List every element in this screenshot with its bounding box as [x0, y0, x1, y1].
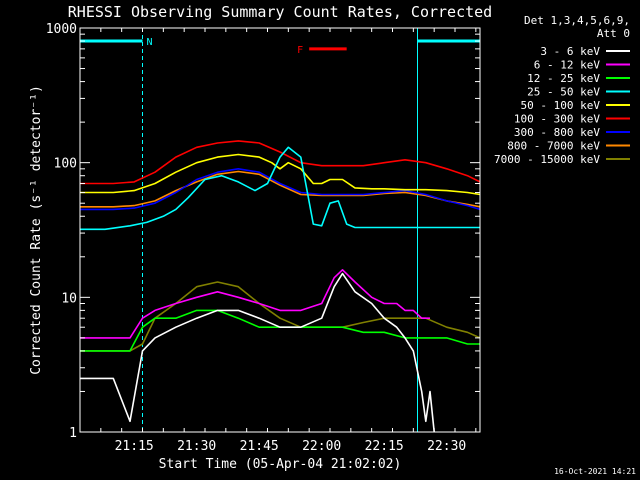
legend-label: 50 - 100 keV [521, 99, 601, 112]
series-line-25-50-kev [80, 146, 480, 231]
legend-label: 800 - 7000 keV [507, 140, 600, 153]
series-line-300-800-kev [80, 168, 481, 211]
x-tick-label: 22:00 [302, 439, 341, 454]
chart-title: RHESSI Observing Summary Count Rates, Co… [68, 3, 492, 21]
series-line-800-7000-kev [80, 170, 481, 208]
series-line-100-300-kev [80, 140, 481, 185]
x-axis-label: Start Time (05-Apr-04 21:02:02) [159, 457, 402, 472]
legend-label: 3 - 6 keV [540, 45, 600, 58]
x-tick-label: 21:30 [177, 439, 216, 454]
x-tick-label: 22:15 [365, 439, 404, 454]
y-axis: 1 10 100 1000 [46, 22, 480, 441]
x-tick-label: 21:45 [240, 439, 279, 454]
y-tick-label: 1000 [46, 22, 77, 37]
series-line-7000-15000-kev [80, 281, 481, 352]
legend-header-line-2: Att 0 [597, 27, 630, 40]
y-axis-label: Corrected Count Rate (s⁻¹ detector⁻¹) [29, 85, 44, 375]
y-tick-label: 10 [61, 291, 77, 306]
legend-header-line-1: Det 1,3,4,5,6,9, [524, 14, 630, 27]
flag-label-n: N [147, 37, 153, 48]
series-line-3-6-kev [80, 272, 435, 433]
series-line-50-100-kev [80, 153, 481, 196]
series-layer [80, 140, 481, 433]
x-axis: 21:15 21:30 21:45 22:00 22:15 22:30 [79, 28, 477, 454]
timestamp: 16-Oct-2021 14:21 [554, 467, 636, 476]
flag-label-f: F [297, 45, 303, 56]
legend-label: 12 - 25 keV [527, 72, 600, 85]
y-tick-label: 1 [69, 426, 77, 441]
x-tick-label: 22:30 [427, 439, 466, 454]
x-tick-label: 21:15 [115, 439, 154, 454]
plot-frame [79, 27, 481, 433]
legend-label: 300 - 800 keV [514, 126, 600, 139]
legend-label: 6 - 12 keV [534, 59, 601, 72]
y-tick-label: 100 [54, 157, 77, 172]
series-line-6-12-kev [80, 268, 430, 339]
legend-label: 25 - 50 keV [527, 86, 600, 99]
legend-label: 100 - 300 keV [514, 113, 600, 126]
legend-label: 7000 - 15000 keV [494, 153, 600, 166]
